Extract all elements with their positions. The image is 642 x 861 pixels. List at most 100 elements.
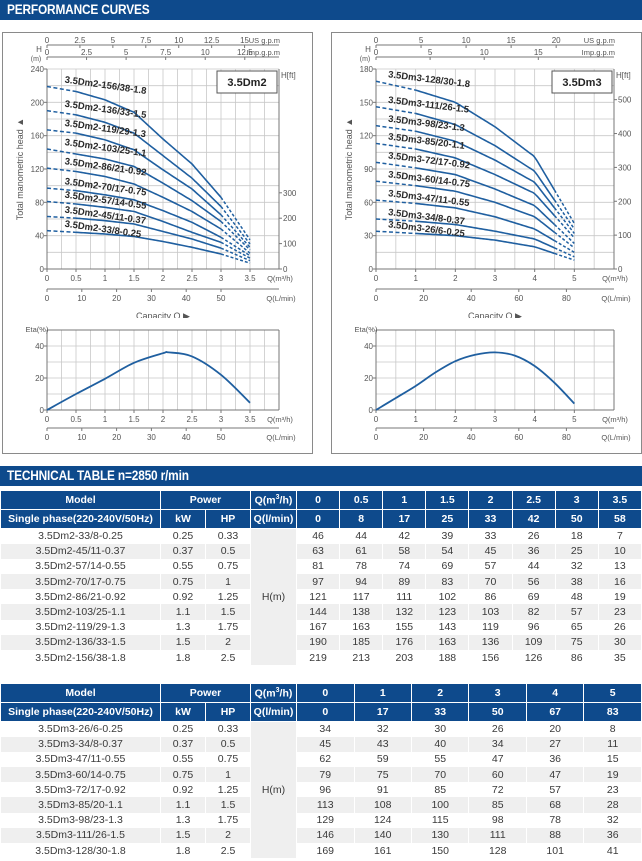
head-value-cell: 45 <box>296 736 355 752</box>
head-value-cell: 94 <box>339 574 384 590</box>
head-curve <box>75 203 222 244</box>
head-value-cell: 81 <box>296 558 341 575</box>
head-value-cell: 60 <box>468 767 527 783</box>
q-lmin-value: 8 <box>339 509 384 529</box>
table-row: 3.5Dm3-111/26-1.5 1.5 2 146 140 130 111 88 36 <box>0 827 642 843</box>
q-lmin-value: 50 <box>554 509 599 529</box>
head-curve-dashed-end <box>553 189 575 224</box>
efficiency-curve <box>375 351 575 411</box>
y-axis-title: Total manometric head ▲ <box>15 118 25 220</box>
q-lmin-value: 0 <box>296 509 341 529</box>
x-axis-title: Capacity Q ▶ <box>136 311 190 318</box>
head-value-cell: 91 <box>353 782 412 798</box>
head-value-cell: 69 <box>425 558 470 575</box>
model-cell: 3.5Dm3-47/11-0.55 <box>0 751 161 768</box>
head-curve-dashed-end <box>220 206 251 245</box>
head-value-cell: 34 <box>296 721 355 737</box>
x-axis-unit-m3h: Q(m³/h) <box>602 415 628 424</box>
table-row: 3.5Dm2-86/21-0.92 0.92 1.25 121 117 111 102 86 6… <box>0 589 642 605</box>
head-unit-cell: H(m) <box>250 528 298 666</box>
us-gpm-tick-label: 7.5 <box>140 36 152 45</box>
x-axis-unit-lmin: Q(L/min) <box>266 433 296 442</box>
head-value-cell: 70 <box>410 767 470 783</box>
kw-cell: 1.3 <box>160 619 206 635</box>
head-curve-dashed-end <box>554 252 575 261</box>
us-gpm-tick-label: 12.5 <box>204 36 220 45</box>
hp-cell: 1.5 <box>204 797 252 813</box>
head-value-cell: 35 <box>597 650 642 666</box>
head-value-cell: 86 <box>554 650 599 666</box>
head-value-cell: 58 <box>382 543 427 559</box>
hp-cell: 1.25 <box>204 782 252 798</box>
head-value-cell: 56 <box>511 574 556 590</box>
us-gpm-tick-label: 0 <box>45 36 50 45</box>
head-value-cell: 143 <box>425 619 470 635</box>
q-m3h-value: 1 <box>353 683 412 703</box>
head-value-cell: 83 <box>425 574 470 590</box>
y-tick-label: 180 <box>360 65 374 74</box>
kw-cell: 0.25 <box>160 528 206 544</box>
curve-label: 3.5Dm2-156/38-1.8 <box>64 75 147 97</box>
kw-cell: 0.55 <box>160 558 206 575</box>
x-tick-label: 0.5 <box>70 415 82 424</box>
dm3-technical-table: Model Power Q(m3/h) 0 1 2 3 4 5 Single p… <box>0 683 642 859</box>
head-value-cell: 34 <box>468 736 527 752</box>
head-value-cell: 32 <box>583 812 642 828</box>
y-tick-label: 40 <box>35 232 44 241</box>
head-value-cell: 23 <box>597 604 642 620</box>
model-cell: 3.5Dm3-26/6-0.25 <box>0 721 161 737</box>
y2-tick-label: 400 <box>618 130 632 139</box>
head-value-cell: 156 <box>468 650 513 666</box>
us-gpm-tick-label: 5 <box>111 36 116 45</box>
model-cell: 3.5Dm3-34/8-0.37 <box>0 736 161 752</box>
x-tick-label: 1.5 <box>128 274 140 283</box>
head-value-cell: 176 <box>382 634 427 650</box>
model-cell: 3.5Dm2-33/8-0.25 <box>0 528 161 544</box>
y-axis-title: Eta(%) <box>355 325 378 334</box>
q-m3h-header: Q(m3/h) <box>250 683 298 703</box>
table-row: 3.5Dm3-72/17-0.92 0.92 1.25 96 91 85 72 57 23 <box>0 782 642 798</box>
head-curve <box>75 132 222 216</box>
q-lmin-header: Q(l/min) <box>250 509 298 529</box>
kw-cell: 1.5 <box>160 634 206 650</box>
x-tick-label: 2 <box>453 274 458 283</box>
head-curve <box>75 90 222 198</box>
y2-tick-label: 500 <box>618 96 632 105</box>
hp-header: HP <box>204 702 252 722</box>
head-curve-dashed-start <box>46 85 77 93</box>
head-value-cell: 18 <box>554 528 599 544</box>
y-tick-label: 150 <box>360 98 374 107</box>
head-value-cell: 48 <box>554 589 599 605</box>
head-value-cell: 55 <box>410 751 470 768</box>
head-value-cell: 190 <box>296 634 341 650</box>
head-value-cell: 98 <box>468 812 527 828</box>
technical-table-title: TECHNICAL TABLE n=2850 r/min <box>7 468 189 483</box>
q-lmin-value: 83 <box>583 702 642 722</box>
model-cell: 3.5Dm2-119/29-1.3 <box>0 619 161 635</box>
model-header: Model <box>0 490 161 510</box>
x-tick-label: 1 <box>413 415 418 424</box>
head-value-cell: 140 <box>353 827 412 843</box>
head-curve-dashed-start <box>46 215 77 219</box>
q-lmin-value: 50 <box>468 702 527 722</box>
hp-cell: 2.5 <box>204 843 252 859</box>
head-value-cell: 119 <box>468 619 513 635</box>
head-curve <box>415 232 555 255</box>
imp-gpm-unit: Imp.g.p.m <box>247 48 280 57</box>
q-m3h-value: 0.5 <box>339 490 384 510</box>
imp-gpm-tick-label: 12.5 <box>237 48 253 57</box>
x-axis-title: Capacity Q ▶ <box>468 311 522 318</box>
head-value-cell: 33 <box>468 528 513 544</box>
head-value-cell: 26 <box>511 528 556 544</box>
phase-header: Single phase(220-240V/50Hz) <box>0 702 161 722</box>
head-curve-dashed-end <box>220 253 251 264</box>
head-curve-dashed-end <box>220 196 251 241</box>
head-curve <box>415 202 555 242</box>
y-tick-label: 160 <box>31 132 45 141</box>
head-value-cell: 82 <box>511 604 556 620</box>
y2-tick-label: 0 <box>618 265 623 274</box>
q-lmin-header: Q(l/min) <box>250 702 298 722</box>
x-axis-unit-m3h: Q(m³/h) <box>267 415 293 424</box>
head-curve-dashed-start <box>375 218 416 222</box>
